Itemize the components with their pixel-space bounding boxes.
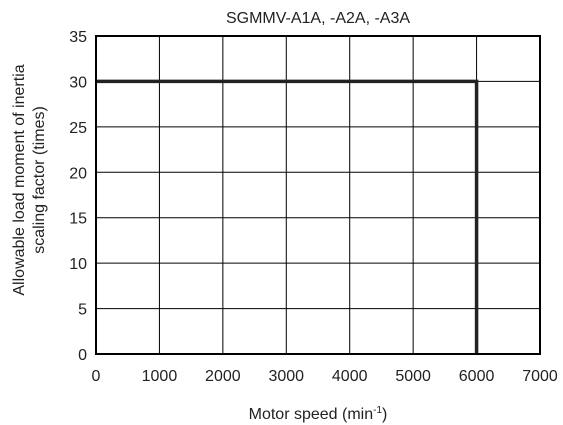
y-tick-label: 25 <box>69 120 87 137</box>
x-tick-labels: 0 1000 2000 3000 4000 5000 6000 7000 <box>92 368 558 385</box>
y-tick-labels: 0 5 10 15 20 25 30 35 <box>69 29 87 364</box>
y-tick-label: 20 <box>69 165 87 182</box>
x-tick-label: 2000 <box>205 368 241 385</box>
x-tick-label: 5000 <box>395 368 431 385</box>
chart-title: SGMMV-A1A, -A2A, -A3A <box>226 10 410 27</box>
x-tick-label: 3000 <box>268 368 304 385</box>
y-tick-label: 35 <box>69 29 87 46</box>
grid <box>95 35 541 355</box>
y-tick-label: 10 <box>69 256 87 273</box>
y-tick-label: 15 <box>69 211 87 228</box>
x-axis-label-main: Motor speed (min <box>249 406 374 423</box>
series-line <box>96 79 479 354</box>
x-axis-label-suffix: ) <box>382 406 387 423</box>
x-tick-label: 1000 <box>142 368 178 385</box>
y-tick-label: 30 <box>69 74 87 91</box>
x-tick-label: 0 <box>92 368 101 385</box>
x-tick-label: 7000 <box>522 368 558 385</box>
y-axis-label-line1: Allowable load moment of inertia <box>11 64 28 295</box>
x-axis-label-superscript: -1 <box>373 405 382 416</box>
y-tick-label: 0 <box>78 347 87 364</box>
y-axis-label-line2: scaling factor (times) <box>31 106 48 254</box>
x-tick-label: 6000 <box>459 368 495 385</box>
series-group <box>96 79 479 354</box>
plot-frame <box>95 35 541 355</box>
x-axis-label: Motor speed (min-1) <box>249 405 388 423</box>
x-tick-label: 4000 <box>332 368 368 385</box>
y-tick-label: 5 <box>78 302 87 319</box>
